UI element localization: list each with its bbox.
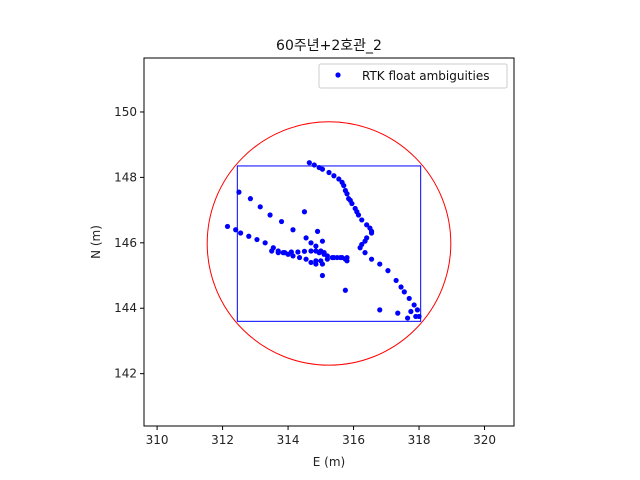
data-point xyxy=(408,308,414,315)
data-point xyxy=(349,200,355,207)
data-point xyxy=(339,254,345,261)
data-point xyxy=(395,310,401,316)
data-point xyxy=(393,277,399,284)
chart-title: 60주년+2호관_2 xyxy=(276,38,382,54)
data-point xyxy=(377,307,383,313)
plot-area xyxy=(206,121,452,366)
data-point xyxy=(344,254,350,261)
data-point xyxy=(306,160,312,166)
data-point xyxy=(282,250,288,256)
data-point xyxy=(308,259,314,266)
data-point xyxy=(344,191,350,197)
y-axis-label: N (m) xyxy=(89,225,103,259)
bounding-rectangle xyxy=(236,165,422,322)
legend: RTK float ambiguities xyxy=(318,63,508,89)
data-point xyxy=(318,258,324,264)
data-point xyxy=(319,166,326,172)
data-point xyxy=(278,218,285,225)
y-tick-label: 148 xyxy=(114,170,137,184)
data-point xyxy=(334,254,340,261)
data-point xyxy=(301,209,308,215)
legend-box xyxy=(318,63,508,89)
data-point xyxy=(233,227,239,233)
y-tick-label: 150 xyxy=(114,105,137,119)
data-point xyxy=(362,250,368,256)
data-point xyxy=(303,235,309,241)
bounding-circle xyxy=(206,121,452,366)
x-tick-label: 316 xyxy=(342,433,365,447)
data-point xyxy=(313,258,319,264)
data-point xyxy=(377,261,383,267)
data-point xyxy=(311,162,317,168)
data-point xyxy=(316,250,322,256)
data-point xyxy=(313,243,319,249)
data-point xyxy=(359,217,365,223)
data-point xyxy=(262,240,268,246)
data-point xyxy=(414,307,421,313)
data-point xyxy=(326,169,332,176)
data-point xyxy=(385,268,391,274)
data-point xyxy=(364,222,370,228)
data-point xyxy=(290,227,296,233)
data-point xyxy=(246,233,252,239)
data-point xyxy=(290,253,296,259)
data-point xyxy=(406,295,412,302)
data-point xyxy=(301,248,308,254)
data-point xyxy=(336,176,342,182)
y-tick-label: 144 xyxy=(114,301,137,315)
data-point xyxy=(308,248,314,254)
data-point xyxy=(319,272,326,279)
data-point xyxy=(275,250,281,256)
data-point xyxy=(401,289,407,295)
x-axis: 310 312 314 316 318 320 xyxy=(146,426,496,447)
data-point xyxy=(368,230,375,236)
data-point xyxy=(224,223,231,230)
data-point xyxy=(295,249,301,255)
data-point xyxy=(236,189,242,195)
data-point xyxy=(411,302,417,308)
data-point xyxy=(314,228,321,234)
data-point xyxy=(357,245,363,251)
data-point xyxy=(319,238,326,244)
data-point xyxy=(398,284,404,290)
data-point xyxy=(368,256,375,262)
data-point xyxy=(254,236,260,243)
data-point xyxy=(362,238,368,244)
data-point xyxy=(288,249,294,255)
data-point xyxy=(342,287,348,293)
y-tick-label: 142 xyxy=(114,367,137,381)
data-point xyxy=(303,256,309,262)
data-point xyxy=(247,196,254,202)
data-point xyxy=(341,182,347,189)
y-axis: 142 144 146 148 150 xyxy=(114,105,144,381)
data-point xyxy=(331,173,337,179)
legend-label: RTK float ambiguities xyxy=(362,69,489,83)
data-point xyxy=(296,254,303,261)
data-point xyxy=(308,240,314,246)
data-point xyxy=(324,253,330,259)
data-point xyxy=(416,313,422,320)
data-point xyxy=(257,204,263,210)
data-point xyxy=(321,250,327,256)
data-point xyxy=(329,254,335,261)
x-tick-label: 314 xyxy=(277,433,300,447)
x-tick-label: 312 xyxy=(211,433,234,447)
y-tick-label: 146 xyxy=(114,236,137,250)
x-axis-label: E (m) xyxy=(313,455,345,469)
plot-frame xyxy=(143,57,515,427)
data-point xyxy=(267,212,273,218)
x-tick-label: 310 xyxy=(146,433,169,447)
x-tick-label: 320 xyxy=(473,433,496,447)
legend-marker xyxy=(335,72,341,78)
data-point xyxy=(404,315,411,321)
data-point xyxy=(355,212,362,218)
x-tick-label: 318 xyxy=(408,433,431,447)
data-point xyxy=(237,230,244,236)
data-point xyxy=(269,248,275,254)
